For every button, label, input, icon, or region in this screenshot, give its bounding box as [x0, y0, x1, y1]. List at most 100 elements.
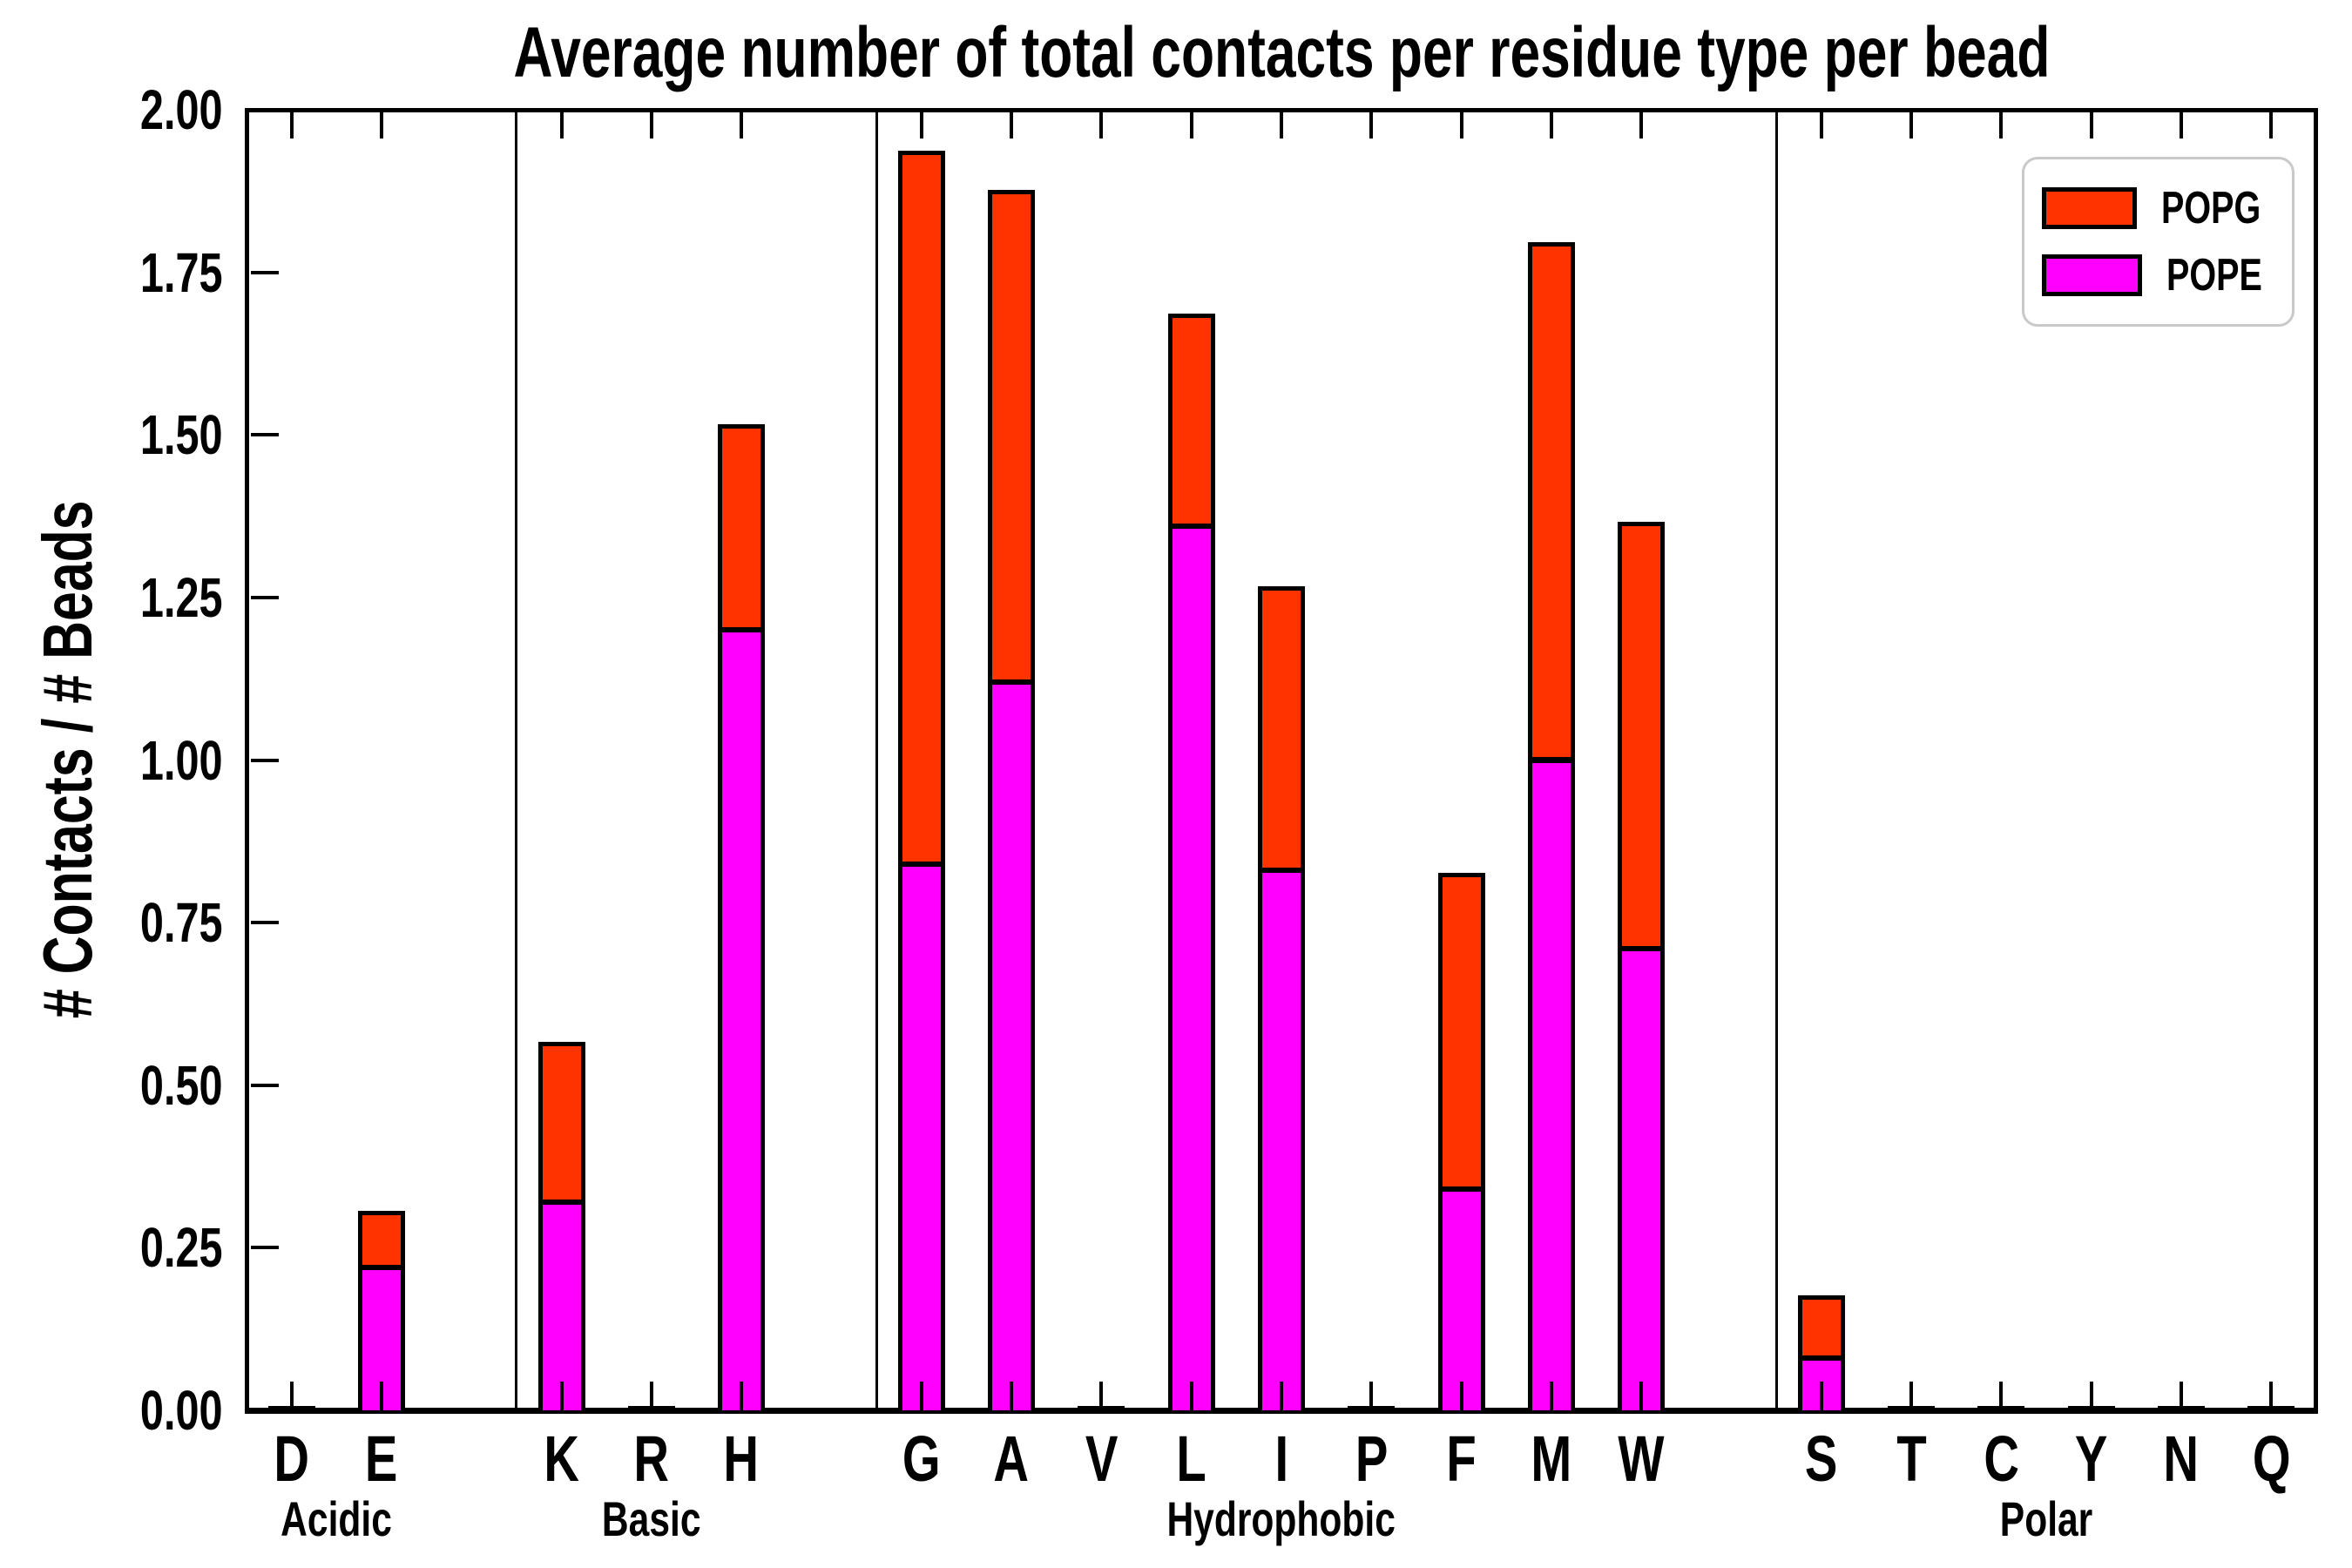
y-tick-label: 1.00	[0, 733, 223, 788]
x-axis-tick-top	[649, 112, 653, 139]
x-tick-label-M: M	[1499, 1427, 1604, 1491]
x-tick-label-text: H	[723, 1423, 760, 1495]
x-axis-tick-top	[1549, 112, 1553, 139]
y-tick-label: 1.75	[0, 245, 223, 301]
x-tick-label-text: N	[2163, 1423, 2200, 1495]
y-tick-label: 0.50	[0, 1058, 223, 1113]
x-axis-tick-bottom	[1459, 1382, 1463, 1410]
group-divider-line	[1774, 112, 1778, 1409]
bar-segment-popg-I	[1262, 591, 1301, 868]
axis-spine-right	[2314, 108, 2318, 1414]
bar-segment-popg-K	[542, 1045, 581, 1200]
x-axis-tick-bottom	[2089, 1382, 2093, 1410]
x-axis-tick-bottom	[1010, 1382, 1014, 1410]
y-axis-tick	[251, 758, 279, 762]
x-axis-tick-top	[289, 112, 294, 139]
y-tick-label: 1.25	[0, 570, 223, 625]
y-tick-label: 1.50	[0, 407, 223, 463]
y-tick-label-text: 1.75	[140, 240, 223, 304]
y-tick-label: 0.00	[0, 1382, 223, 1438]
bar-segment-pope-M	[1531, 762, 1571, 1410]
x-axis-tick-bottom	[1909, 1382, 1914, 1410]
y-axis-tick	[251, 270, 279, 274]
legend-label-pope: POPE	[2166, 249, 2262, 301]
bar-segment-pope-I	[1262, 873, 1301, 1410]
x-axis-tick-bottom	[1549, 1382, 1553, 1410]
bar-segment-popg-G	[902, 155, 941, 862]
x-tick-label-text: A	[993, 1423, 1030, 1495]
bar-segment-pope-F	[1442, 1192, 1481, 1410]
group-label-text: Polar	[1999, 1491, 2093, 1546]
bar-segment-popg-M	[1531, 246, 1571, 758]
bar-segment-popg-W	[1622, 525, 1661, 946]
x-tick-label-text: K	[544, 1423, 579, 1495]
y-tick-label-text: 0.75	[140, 891, 223, 955]
group-label-text: Hydrophobic	[1166, 1491, 1396, 1546]
y-tick-label-text: 2.00	[140, 78, 223, 141]
bar-segment-pope-K	[542, 1205, 581, 1410]
x-tick-label-C: C	[1949, 1427, 2053, 1491]
x-axis-tick-bottom	[1099, 1382, 1104, 1410]
y-tick-label-text: 0.00	[140, 1379, 223, 1442]
x-tick-label-S: S	[1769, 1427, 1874, 1491]
bar-segment-pope-L	[1172, 528, 1211, 1410]
legend-swatch-pope	[2042, 253, 2142, 296]
bar-segment-pope-H	[722, 632, 761, 1410]
bar-segment-popg-L	[1172, 317, 1211, 524]
legend-row-popg: POPG	[2024, 186, 2292, 231]
axis-spine-left	[245, 108, 249, 1414]
bar-segment-popg-A	[992, 194, 1031, 679]
x-axis-tick-top	[740, 112, 744, 139]
x-axis-tick-bottom	[1189, 1382, 1193, 1410]
x-tick-label-text: I	[1274, 1423, 1288, 1495]
x-tick-label-V: V	[1049, 1427, 1153, 1491]
x-axis-tick-top	[1459, 112, 1463, 139]
x-axis-tick-bottom	[1819, 1382, 1823, 1410]
x-tick-label-N: N	[2129, 1427, 2234, 1491]
x-tick-label-text: T	[1896, 1423, 1927, 1495]
bar-segment-popg-S	[1801, 1300, 1841, 1356]
x-tick-label-R: R	[599, 1427, 704, 1491]
y-axis-tick	[251, 595, 279, 599]
y-tick-label: 0.75	[0, 895, 223, 950]
x-tick-label-text: F	[1446, 1423, 1477, 1495]
x-axis-tick-bottom	[1999, 1382, 2004, 1410]
bar-segment-popg-E	[362, 1215, 401, 1265]
x-axis-tick-bottom	[2269, 1382, 2274, 1410]
bar-segment-popg-H	[722, 428, 761, 628]
x-axis-tick-top	[1999, 112, 2004, 139]
x-tick-label-text: W	[1618, 1423, 1665, 1495]
group-label-text: Acidic	[280, 1491, 393, 1546]
x-axis-tick-top	[1280, 112, 1283, 139]
x-tick-label-text: D	[274, 1423, 309, 1495]
y-axis-tick	[251, 433, 279, 437]
group-label-basic: Basic	[434, 1495, 869, 1544]
x-axis-tick-top	[1909, 112, 1914, 139]
x-axis-tick-bottom	[740, 1382, 744, 1410]
y-axis-tick	[251, 1246, 279, 1250]
x-tick-label-text: P	[1355, 1423, 1389, 1495]
x-tick-label-P: P	[1319, 1427, 1423, 1491]
x-axis-tick-top	[919, 112, 923, 139]
x-axis-tick-bottom	[1280, 1382, 1283, 1410]
x-axis-tick-top	[2180, 112, 2184, 139]
x-tick-label-text: E	[365, 1423, 398, 1495]
x-tick-label-D: D	[240, 1427, 344, 1491]
x-axis-tick-bottom	[559, 1382, 564, 1410]
x-axis-tick-top	[1189, 112, 1193, 139]
y-axis-tick	[251, 921, 279, 925]
x-tick-label-text: G	[902, 1423, 941, 1495]
x-axis-tick-top	[1819, 112, 1823, 139]
group-label-polar: Polar	[1828, 1495, 2264, 1544]
x-tick-label-A: A	[959, 1427, 1064, 1491]
x-axis-tick-bottom	[1639, 1382, 1644, 1410]
x-axis-tick-top	[2269, 112, 2274, 139]
x-axis-tick-top	[1099, 112, 1104, 139]
x-tick-label-I: I	[1229, 1427, 1334, 1491]
x-axis-tick-top	[379, 112, 383, 139]
x-axis-tick-bottom	[1369, 1382, 1374, 1410]
x-tick-label-F: F	[1409, 1427, 1514, 1491]
x-tick-label-text: R	[633, 1423, 670, 1495]
